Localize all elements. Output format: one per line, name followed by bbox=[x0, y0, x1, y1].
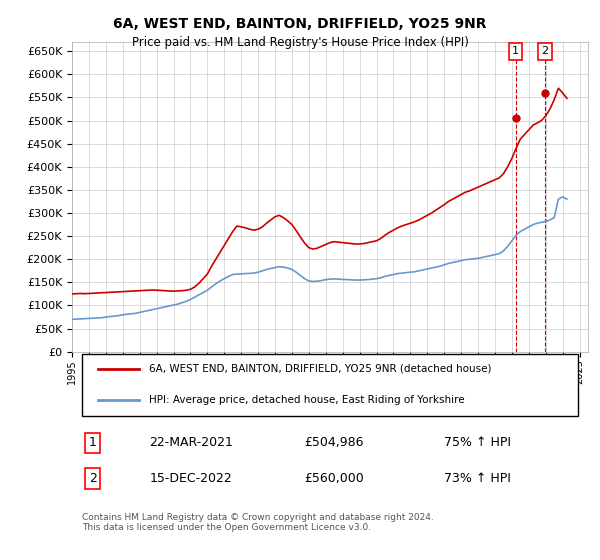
Text: 1: 1 bbox=[512, 46, 519, 56]
Text: HPI: Average price, detached house, East Riding of Yorkshire: HPI: Average price, detached house, East… bbox=[149, 395, 465, 405]
Text: 22-MAR-2021: 22-MAR-2021 bbox=[149, 436, 233, 450]
Text: Price paid vs. HM Land Registry's House Price Index (HPI): Price paid vs. HM Land Registry's House … bbox=[131, 36, 469, 49]
Text: 2: 2 bbox=[89, 472, 97, 485]
FancyBboxPatch shape bbox=[82, 354, 578, 416]
Text: £560,000: £560,000 bbox=[304, 472, 364, 485]
Text: 75% ↑ HPI: 75% ↑ HPI bbox=[443, 436, 511, 450]
Text: 6A, WEST END, BAINTON, DRIFFIELD, YO25 9NR: 6A, WEST END, BAINTON, DRIFFIELD, YO25 9… bbox=[113, 17, 487, 31]
Text: £504,986: £504,986 bbox=[304, 436, 364, 450]
Text: 1: 1 bbox=[89, 436, 97, 450]
Text: 15-DEC-2022: 15-DEC-2022 bbox=[149, 472, 232, 485]
Text: 73% ↑ HPI: 73% ↑ HPI bbox=[443, 472, 511, 485]
Text: 2: 2 bbox=[541, 46, 548, 56]
Text: 6A, WEST END, BAINTON, DRIFFIELD, YO25 9NR (detached house): 6A, WEST END, BAINTON, DRIFFIELD, YO25 9… bbox=[149, 363, 492, 374]
Text: Contains HM Land Registry data © Crown copyright and database right 2024.
This d: Contains HM Land Registry data © Crown c… bbox=[82, 513, 434, 532]
